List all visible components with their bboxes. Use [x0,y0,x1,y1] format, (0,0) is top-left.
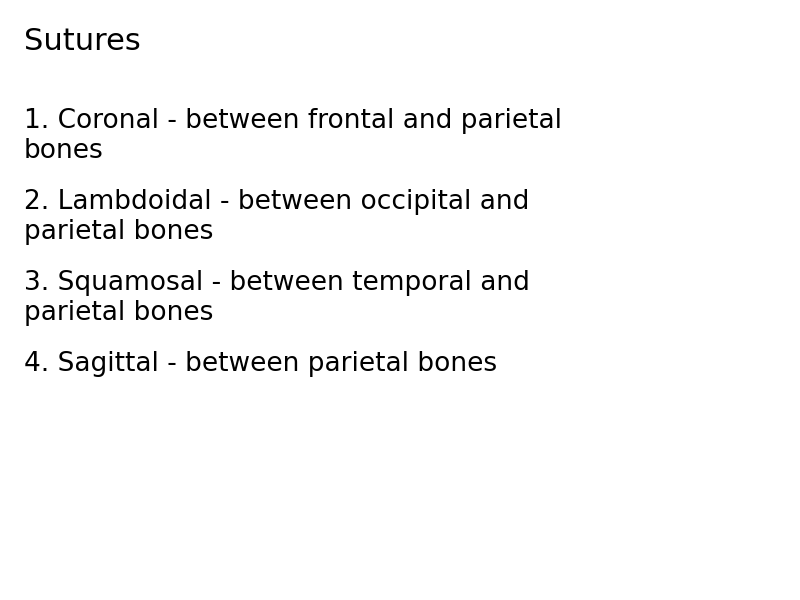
Text: Sutures: Sutures [24,27,141,56]
Text: 2. Lambdoidal - between occipital and
parietal bones: 2. Lambdoidal - between occipital and pa… [24,189,530,245]
Text: 1. Coronal - between frontal and parietal
bones: 1. Coronal - between frontal and parieta… [24,108,562,164]
Text: 4. Sagittal - between parietal bones: 4. Sagittal - between parietal bones [24,351,497,377]
Text: 3. Squamosal - between temporal and
parietal bones: 3. Squamosal - between temporal and pari… [24,270,530,326]
